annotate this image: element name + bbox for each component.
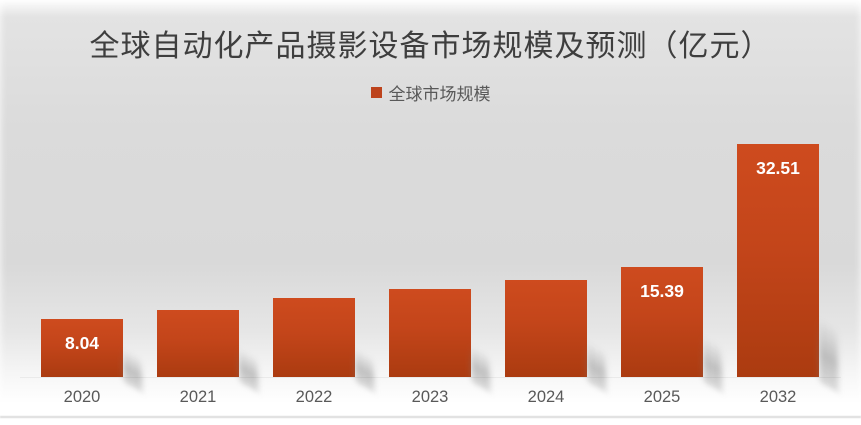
x-axis-label-2024: 2024	[527, 388, 565, 406]
x-axis-label-2021: 2021	[179, 388, 217, 406]
x-axis-line	[20, 377, 841, 378]
bar-2025: 15.39	[621, 266, 703, 377]
x-axis-label-2025: 2025	[643, 388, 681, 406]
x-axis-label-2023: 2023	[411, 388, 449, 406]
bottom-divider	[0, 416, 861, 418]
bar-value-label-2032: 32.51	[756, 157, 800, 178]
bar-2022	[273, 298, 355, 377]
bar-2021	[157, 309, 239, 377]
x-axis-label-2020: 2020	[63, 388, 101, 406]
bar-2023	[389, 289, 471, 377]
bar-2020: 8.04	[41, 319, 123, 377]
bar-value-label-2025: 15.39	[640, 280, 684, 301]
bar-2032: 32.51	[737, 143, 819, 377]
bar-value-label-2020: 8.04	[64, 333, 100, 354]
legend-swatch-icon	[370, 87, 382, 98]
legend: 全球市场规模	[0, 80, 861, 105]
x-axis-label-2022: 2022	[295, 388, 333, 406]
bar-2024	[505, 280, 587, 377]
chart-title: 全球自动化产品摄影设备市场规模及预测（亿元）	[89, 30, 772, 63]
legend-label: 全球市场规模	[388, 85, 491, 104]
x-axis-label-2032: 2032	[759, 388, 797, 406]
